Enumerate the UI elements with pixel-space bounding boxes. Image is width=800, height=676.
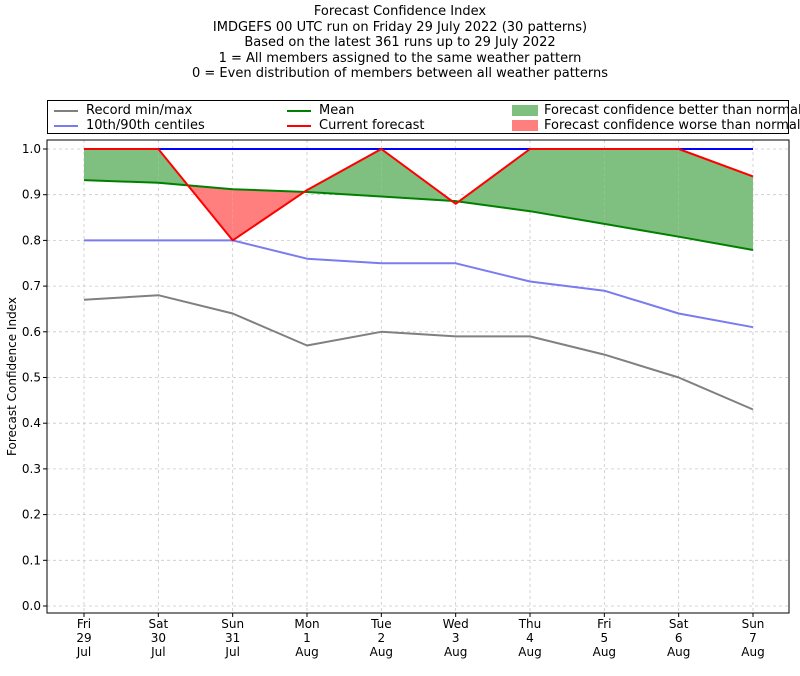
legend-label: Forecast confidence worse than normal [544,118,800,133]
title-line: Based on the latest 361 runs up to 29 Ju… [244,35,556,51]
x-tick-label: 3 [452,631,460,645]
plot-frame [46,139,790,614]
x-tick-label: Sun [742,617,765,631]
x-tick-label: 29 [76,631,91,645]
x-tick-label: 31 [225,631,240,645]
x-tick-label: 2 [378,631,386,645]
x-tick-label: 7 [749,631,757,645]
legend-label: Current forecast [319,118,425,133]
title-line: Forecast Confidence Index [313,4,487,19]
x-tick-label: Wed [443,617,469,631]
y-tick-label: 0.4 [22,416,41,430]
y-tick-label: 0.1 [22,553,41,567]
fill-better-than-normal [604,149,679,237]
confidence-fills [84,149,753,250]
y-tick-label: 0.0 [22,599,41,613]
x-tick-label: 4 [526,631,534,645]
x-tick-label: Jul [76,645,91,659]
x-tick-label: Aug [444,645,467,659]
legend-entry-worse: Forecast confidence worse than normal [512,118,800,133]
y-tick-label: 0.3 [22,462,41,476]
legend-label: Forecast confidence better than normal [544,103,800,118]
y-tick-label: 0.9 [22,188,41,202]
title-line: IMDGEFS 00 UTC run on Friday 29 July 202… [212,19,588,35]
legend-swatch [512,120,538,131]
x-tick-label: Mon [294,617,319,631]
legend-entry-centiles: 10th/90th centiles [54,118,205,133]
x-tick-label: Aug [295,645,318,659]
legend-swatch [287,124,311,127]
fill-better-than-normal [84,149,159,183]
x-tick-label: Jul [150,645,165,659]
legend-label: Record min/max [86,103,193,118]
x-tick-label: Sat [148,617,168,631]
y-tick-label: 0.8 [22,233,41,247]
x-tick-label: Fri [597,617,611,631]
y-axis: 0.0 0.1 0.2 0.3 0.4 0.5 0.6 0.7 0.8 0.9 1.0 [22,142,47,613]
legend-swatch [287,109,311,112]
y-tick-label: 0.7 [22,279,41,293]
x-axis: Fri29JulSat30JulSun31JulMon1AugTue2AugWe… [76,613,765,659]
current-forecast-line [84,148,754,242]
series-lines [83,148,754,411]
y-tick-label: 0.2 [22,508,41,522]
legend-swatch [54,109,78,112]
x-tick-label: Aug [370,645,393,659]
x-tick-label: Sat [669,617,689,631]
legend-entry-current: Current forecast [287,118,425,133]
x-tick-label: 1 [303,631,311,645]
x-tick-label: Thu [518,617,542,631]
legend-swatch [54,124,78,127]
record-min-line [83,294,754,411]
x-tick-label: Sun [221,617,244,631]
title-line: 1 = All members assigned to the same wea… [218,50,582,66]
fill-better-than-normal [678,149,753,250]
x-tick-label: Jul [224,645,239,659]
y-axis-label: Forecast Confidence Index [5,297,19,456]
y-tick-label: 0.5 [22,371,41,385]
p10-line [84,239,754,329]
legend-entry-better: Forecast confidence better than normal [512,103,800,118]
x-tick-label: 5 [601,631,609,645]
legend-swatch [512,105,538,116]
chart-legend: Record min/max 10th/90th centiles Mean C… [47,100,800,134]
fill-better-than-normal [458,149,530,212]
title-line: 0 = Even distribution of members between… [191,66,609,82]
chart-title: Forecast Confidence Index IMDGEFS 00 UTC… [0,4,800,82]
x-tick-label: Aug [741,645,764,659]
x-tick-label: Tue [370,617,392,631]
x-tick-label: Fri [77,617,91,631]
legend-entry-record: Record min/max [54,103,192,118]
y-tick-label: 1.0 [22,142,41,156]
y-tick-label: 0.6 [22,325,41,339]
x-tick-label: Aug [593,645,616,659]
x-tick-label: 6 [675,631,683,645]
x-tick-label: Aug [518,645,541,659]
x-tick-label: Aug [667,645,690,659]
mean-line [83,179,754,251]
x-tick-label: 30 [151,631,166,645]
fill-better-than-normal [530,149,605,224]
fill-better-than-normal [307,149,382,197]
legend-label: 10th/90th centiles [86,118,205,133]
legend-label: Mean [319,103,355,118]
legend-entry-mean: Mean [287,103,354,118]
